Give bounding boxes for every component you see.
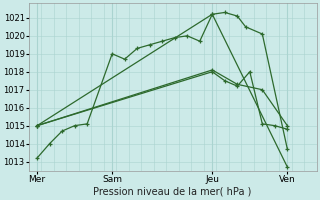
X-axis label: Pression niveau de la mer( hPa ): Pression niveau de la mer( hPa )	[93, 187, 252, 197]
